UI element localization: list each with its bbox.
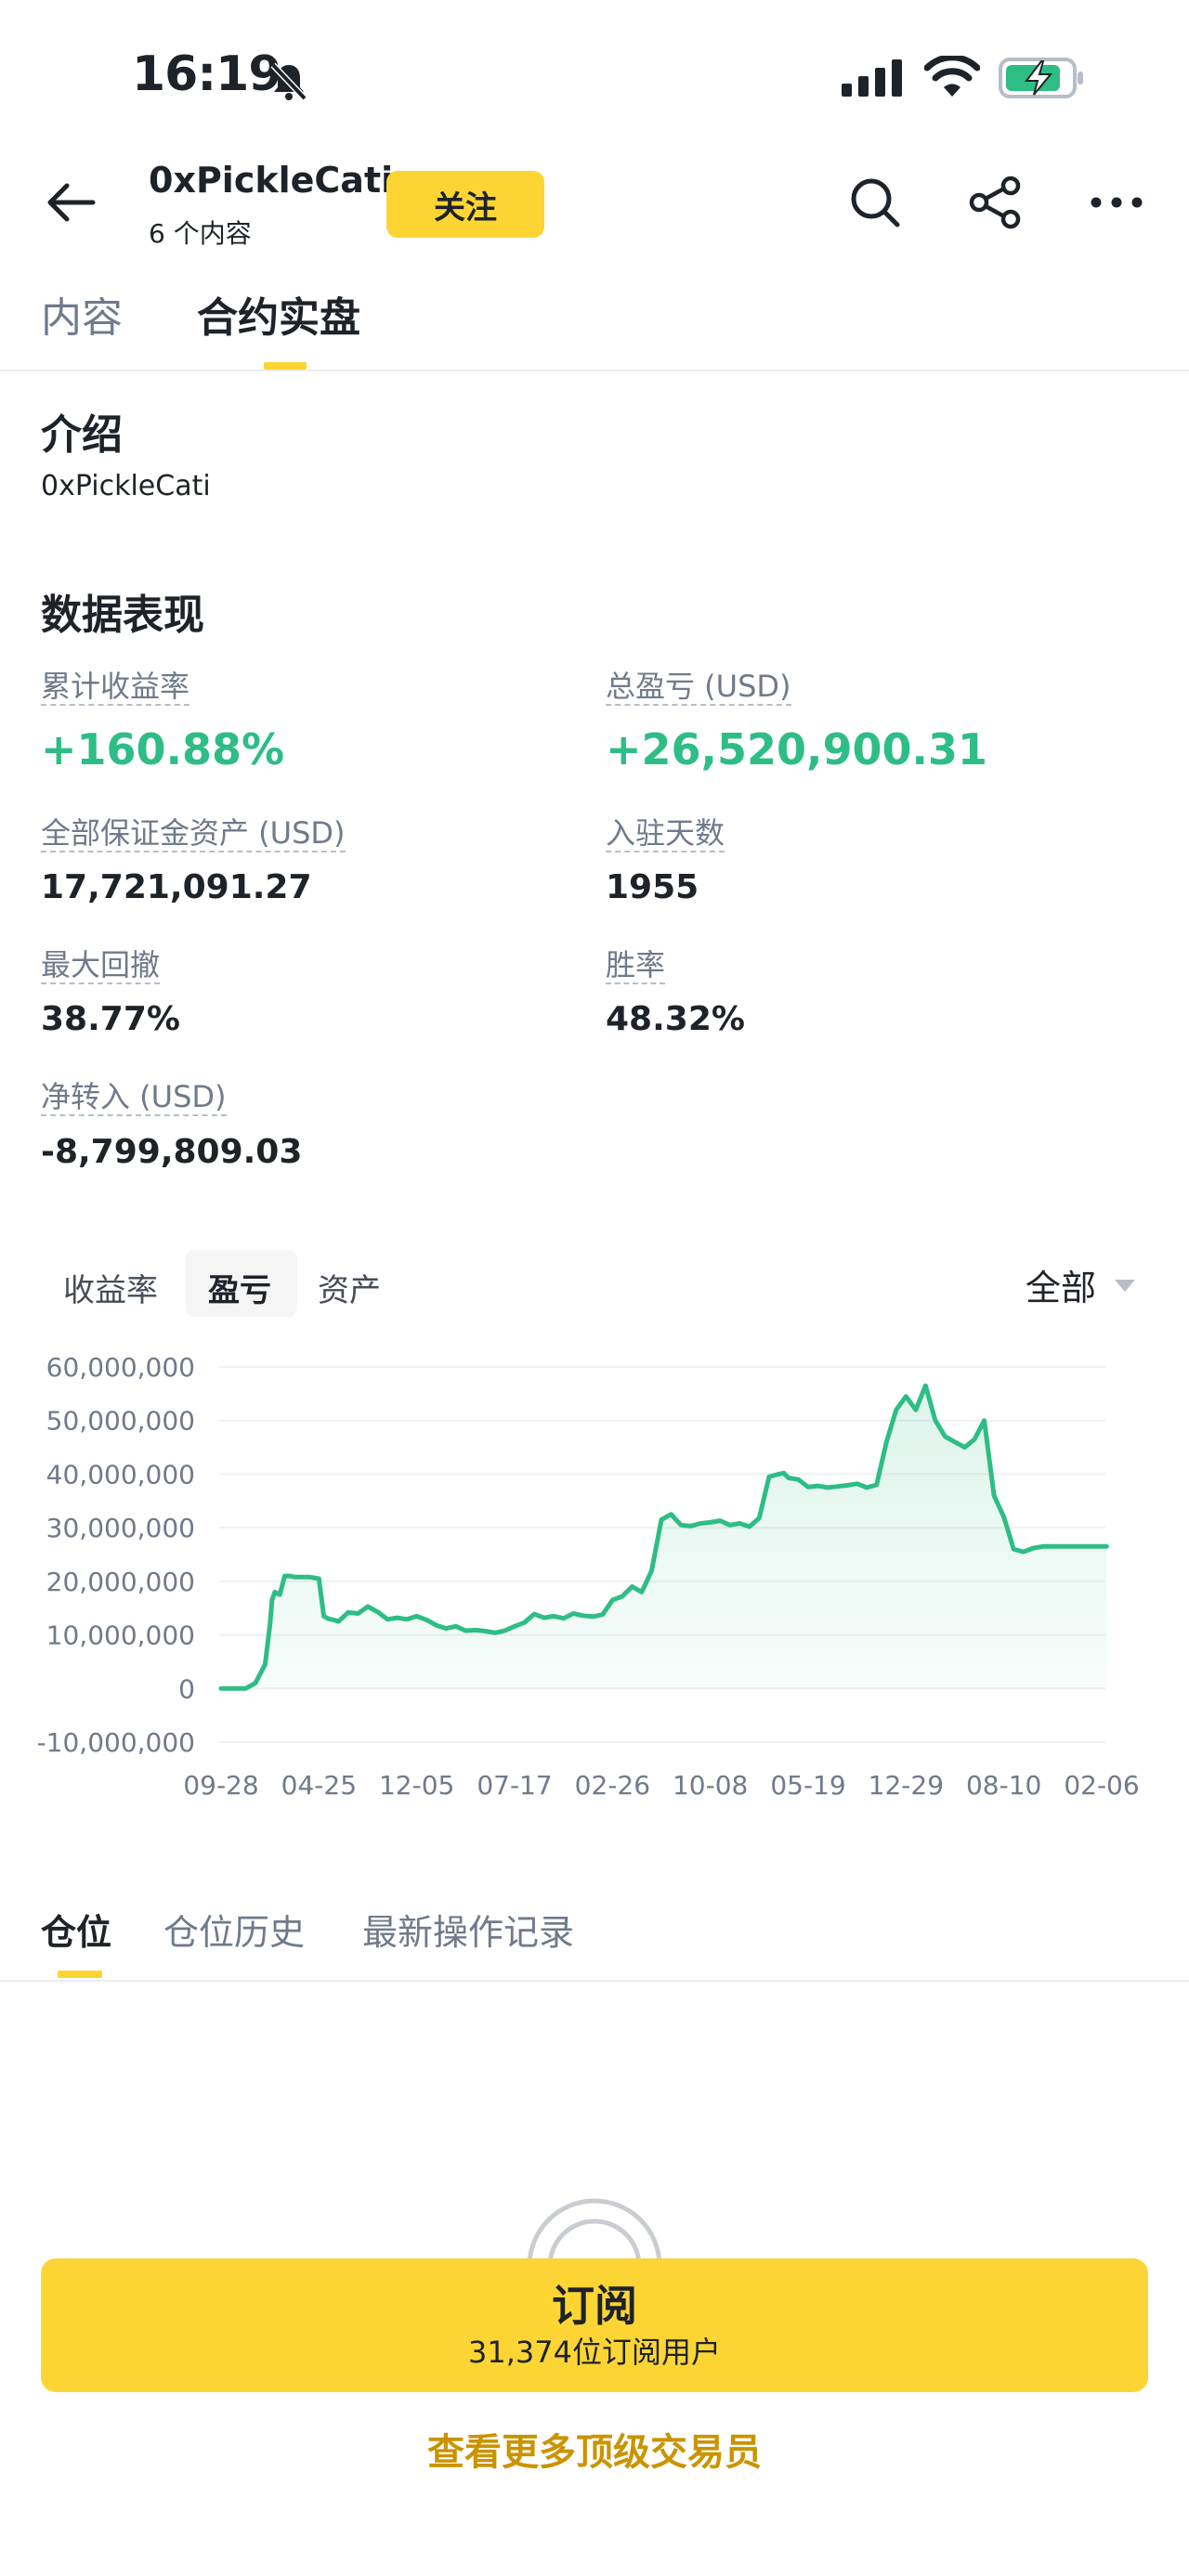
days-value: 1955: [606, 868, 699, 906]
total-pnl-label[interactable]: 总盈亏 (USD): [606, 669, 791, 706]
tab-futures-live[interactable]: 合约实盘: [197, 294, 360, 342]
view-more-traders-link[interactable]: 查看更多顶级交易员: [427, 2431, 762, 2474]
max-drawdown-value: 38.77%: [41, 1000, 180, 1038]
cum-return-label[interactable]: 累计收益率: [41, 669, 190, 706]
tab-latest-operations[interactable]: 最新操作记录: [362, 1912, 575, 1953]
x-tick-label: 10-08: [673, 1770, 748, 1801]
status-time: 16:19: [132, 46, 282, 102]
wifi-icon: [924, 56, 980, 97]
subscribe-label: 订阅: [552, 2281, 637, 2331]
x-tick-label: 02-26: [575, 1770, 650, 1801]
chart-tab-assets[interactable]: 资产: [318, 1272, 381, 1309]
cum-return-value: +160.88%: [41, 724, 285, 774]
pnl-series-line: [218, 1383, 1109, 1691]
y-tick-label: 50,000,000: [46, 1406, 195, 1437]
x-tick-label: 04-25: [281, 1770, 357, 1801]
subscriber-count: 31,374位订阅用户: [468, 2335, 721, 2370]
content-count: 6 个内容: [149, 218, 252, 249]
pnl-area-fill: [221, 1386, 1107, 1689]
x-tick-label: 05-19: [770, 1770, 845, 1801]
y-tick-label: 0: [178, 1673, 195, 1704]
x-tick-label: 12-05: [379, 1770, 454, 1801]
tab-positions[interactable]: 仓位: [41, 1912, 112, 1953]
net-transfer-value: -8,799,809.03: [41, 1133, 303, 1171]
search-icon[interactable]: [847, 175, 903, 230]
tab-content[interactable]: 内容: [41, 294, 123, 342]
x-tick-label: 07-17: [477, 1770, 552, 1801]
bottom-tab-indicator: [58, 1971, 102, 1978]
intro-heading: 介绍: [41, 411, 123, 459]
x-tick-label: 12-29: [869, 1770, 944, 1801]
cellular-signal-icon: [842, 59, 902, 97]
y-tick-label: 30,000,000: [46, 1513, 195, 1543]
tabs-divider: [0, 370, 1189, 371]
x-tick-label: 09-28: [183, 1770, 258, 1801]
y-tick-label: 60,000,000: [46, 1352, 195, 1383]
x-tick-label: 08-10: [966, 1770, 1041, 1801]
intro-text: 0xPickleCati: [41, 470, 211, 502]
back-arrow-icon[interactable]: [45, 182, 97, 223]
follow-button[interactable]: 关注: [386, 171, 544, 238]
total-pnl-value: +26,520,900.31: [606, 724, 988, 774]
chart-tab-active-bg: [186, 1250, 297, 1317]
margin-assets-label[interactable]: 全部保证金资产 (USD): [41, 815, 346, 852]
active-tab-indicator: [264, 362, 307, 370]
bottom-tabs-divider: [0, 1980, 1189, 1982]
y-tick-label: -10,000,000: [37, 1727, 195, 1758]
win-rate-label[interactable]: 胜率: [606, 947, 666, 984]
y-tick-label: 20,000,000: [46, 1567, 195, 1597]
chart-tab-pnl[interactable]: 盈亏: [208, 1272, 271, 1309]
more-options-icon[interactable]: [1089, 182, 1144, 223]
y-tick-label: 40,000,000: [46, 1459, 195, 1490]
chart-tab-return[interactable]: 收益率: [63, 1272, 158, 1309]
days-label[interactable]: 入驻天数: [606, 815, 725, 852]
pnl-chart: 60,000,000 50,000,000 40,000,000 30,000,000…: [37, 1352, 1140, 1801]
margin-assets-value: 17,721,091.27: [41, 868, 312, 906]
battery-charging-icon: [999, 58, 1083, 98]
empty-state-icon: [527, 2198, 662, 2267]
max-drawdown-label[interactable]: 最大回撤: [41, 947, 161, 984]
caret-down-icon[interactable]: [1115, 1280, 1135, 1292]
y-tick-label: 10,000,000: [46, 1620, 195, 1651]
performance-heading: 数据表现: [41, 592, 204, 639]
x-tick-label: 02-06: [1064, 1770, 1139, 1801]
user-name[interactable]: 0xPickleCati: [149, 160, 394, 201]
net-transfer-label[interactable]: 净转入 (USD): [41, 1079, 227, 1116]
win-rate-value: 48.32%: [606, 1000, 745, 1038]
share-icon[interactable]: [968, 175, 1024, 230]
bell-muted-icon: [270, 62, 307, 101]
tab-position-history[interactable]: 仓位历史: [163, 1912, 306, 1953]
subscribe-button[interactable]: 订阅 31,374位订阅用户: [41, 2258, 1148, 2392]
time-range-select[interactable]: 全部: [1026, 1268, 1097, 1308]
